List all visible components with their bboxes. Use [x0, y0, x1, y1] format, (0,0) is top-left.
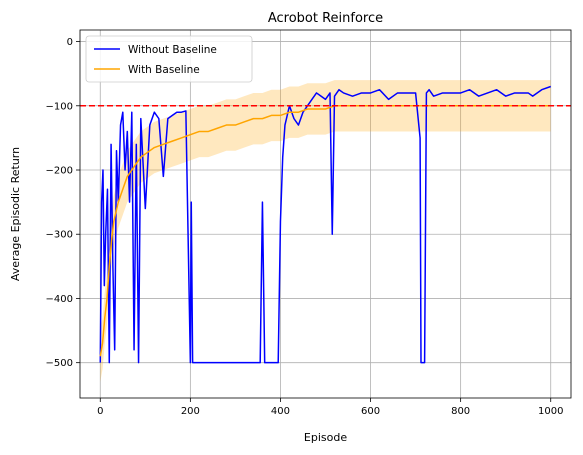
without-baseline-line	[99, 85, 551, 364]
legend: Without Baseline With Baseline	[85, 35, 253, 83]
x-tick-label: 1000	[538, 406, 563, 417]
legend-label-without-baseline: Without Baseline	[128, 44, 217, 56]
with-baseline-line	[99, 105, 551, 357]
x-axis-label: Episode	[304, 431, 347, 444]
x-tick-label: 200	[181, 406, 200, 417]
y-tick-label: −400	[46, 294, 73, 305]
legend-label-with-baseline: With Baseline	[128, 64, 200, 76]
legend-box	[85, 35, 253, 83]
axis-ticks: 0 200 400 600 800 1000 0 −100 −200 −300 −400 −500	[46, 37, 564, 417]
y-tick-label: 0	[67, 37, 73, 48]
y-tick-label: −200	[46, 166, 73, 177]
y-tick-label: −300	[46, 230, 73, 241]
x-tick-label: 600	[361, 406, 380, 417]
plot-frame	[79, 29, 572, 399]
x-tick-label: 0	[97, 406, 103, 417]
chart-title: Acrobot Reinforce	[268, 11, 383, 26]
y-axis-label: Average Episodic Return	[9, 147, 22, 281]
y-tick-label: −500	[46, 358, 73, 369]
with-baseline-band	[100, 80, 551, 382]
x-tick-label: 400	[271, 406, 290, 417]
confidence-bands	[100, 80, 551, 382]
x-tick-label: 800	[451, 406, 470, 417]
y-tick-label: −100	[46, 101, 73, 112]
